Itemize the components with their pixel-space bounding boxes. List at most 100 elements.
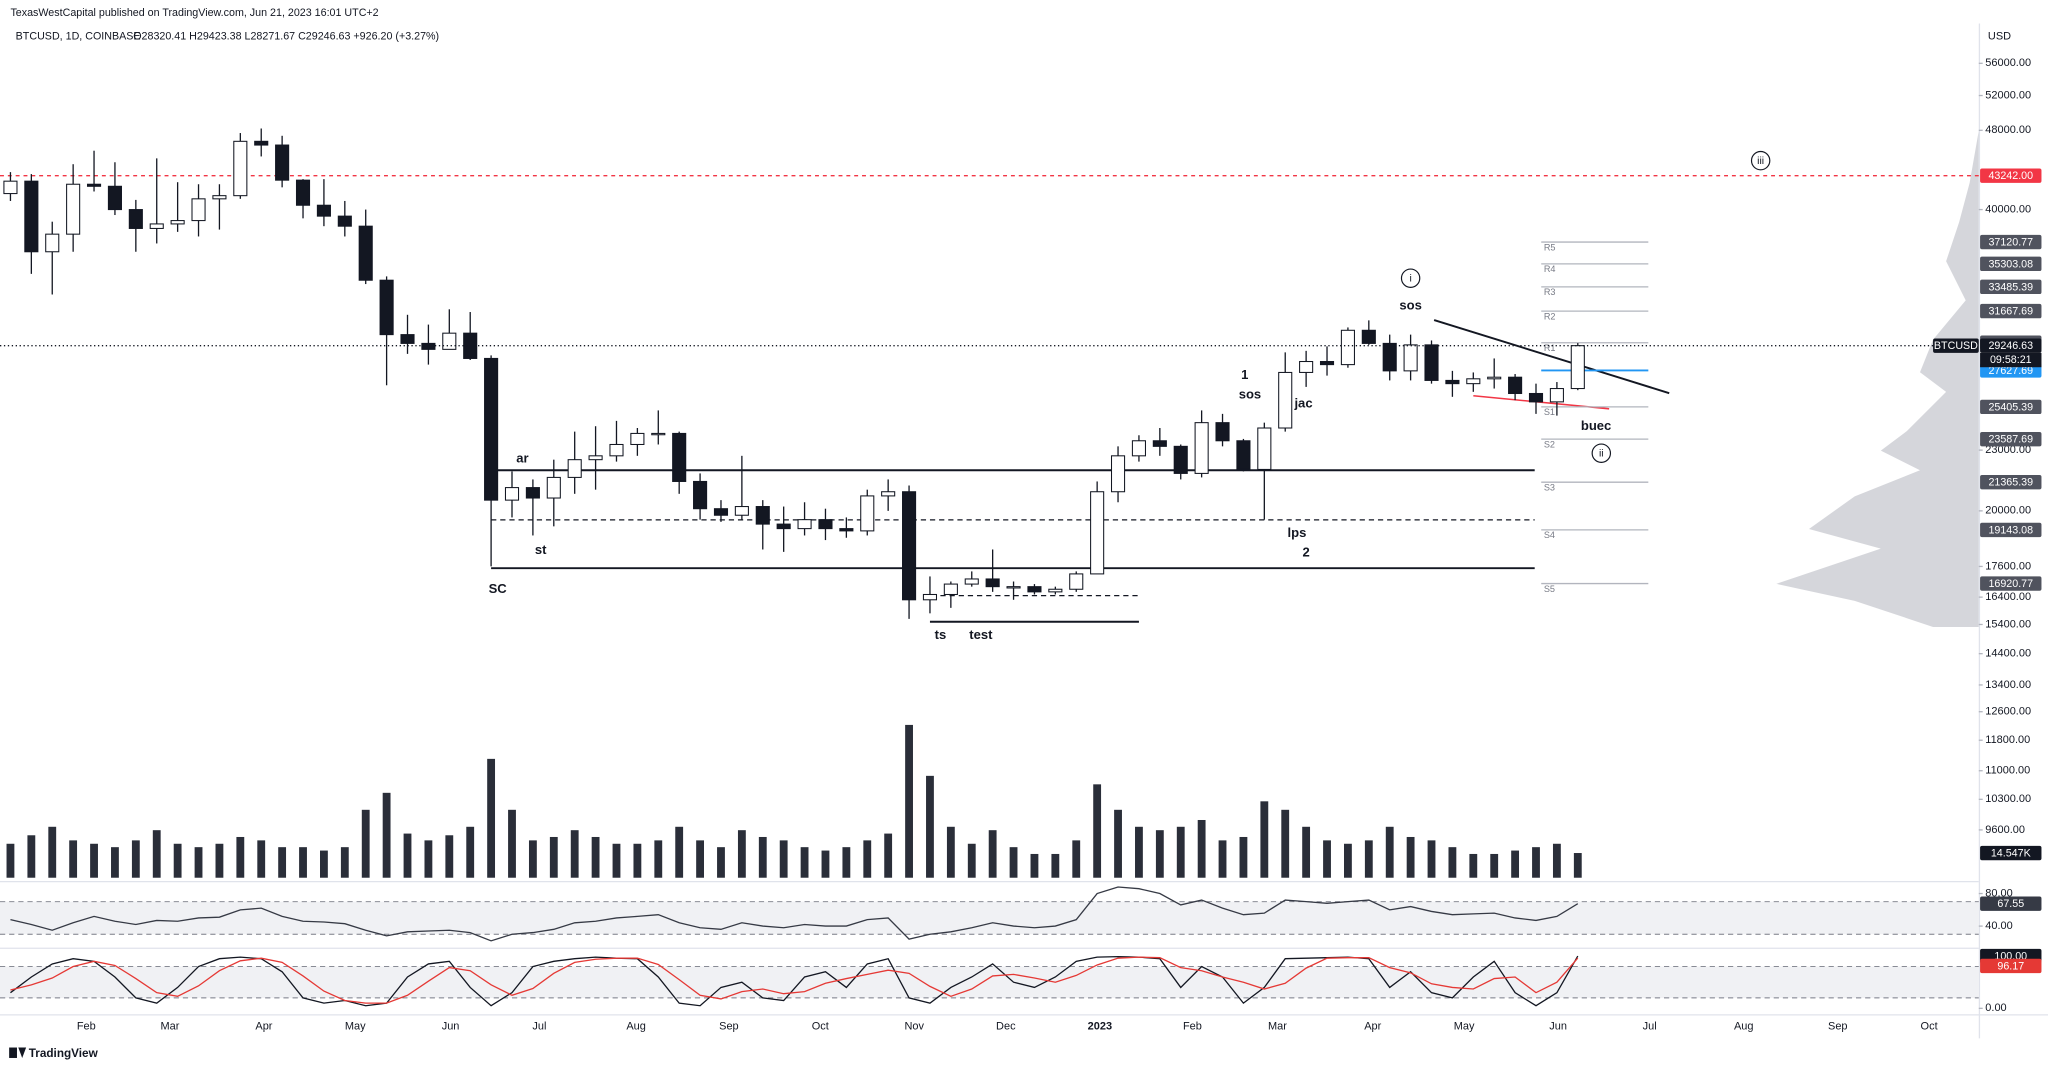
candle-body [902,491,917,601]
annotation: ts [935,627,947,642]
candle-body [1340,329,1355,366]
symbol-line: BTCUSD, 1D, COINBASE [16,30,141,42]
volume-bar [675,826,684,878]
x-tick-label: Oct [1921,1021,1938,1033]
candle-body [1090,491,1105,575]
volume-last: 14.547K [1991,848,2032,860]
volume-bar [1302,826,1311,878]
volume-bar [528,840,537,878]
volume-bar [905,724,913,878]
candle-body [337,215,352,227]
pivot-value: 33485.39 [1988,281,2033,293]
volume-bar [654,840,663,878]
annotation: sos [1399,298,1421,313]
x-tick-label: Mar [160,1021,179,1033]
volume-bar [884,833,893,878]
volume-bar [299,847,307,878]
x-tick-label: Feb [1183,1021,1202,1033]
candle-body [1466,378,1481,385]
annotation: i [1409,274,1411,285]
volume-bar [173,843,182,878]
last-price: 29246.63 [1988,340,2033,352]
candle-body [358,225,373,281]
candle-body [128,209,143,229]
volume-bar [717,847,725,878]
volume-bar [6,843,15,878]
volume-bar [403,833,412,878]
candle-body [1027,586,1042,593]
candle-body [1299,360,1314,373]
x-tick-label: Jun [1549,1021,1567,1033]
volume-bar [466,826,475,878]
volume-bar [487,758,496,878]
candle-body [839,528,854,532]
candle-body [191,198,206,222]
volume-bar [1552,843,1561,878]
candle-body [275,144,290,181]
volume-bar [1281,809,1290,878]
candle-body [1194,422,1209,474]
x-tick-label: Aug [1734,1021,1754,1033]
pivot-value: 37120.77 [1988,237,2033,249]
annotation: ii [1599,449,1604,460]
volume-bar [424,840,433,878]
indicator-last: 96.17 [1997,960,2024,972]
candle-body [1257,427,1272,470]
candle-body [3,180,18,195]
volume-bar [445,835,454,878]
candle-body [693,480,708,510]
candle-body [588,455,603,461]
volume-bar [800,847,809,878]
x-tick-label: Nov [905,1021,925,1033]
band-fill [0,966,1979,998]
candle-body [1361,329,1376,344]
pivot-value: 25405.39 [1988,401,2033,413]
volume-bar [1051,853,1060,878]
candle-body [567,459,582,478]
x-tick-label: Sep [1828,1021,1848,1033]
candle-body [316,204,331,217]
x-tick-label: Jul [532,1021,546,1033]
volume-bar [278,847,287,878]
volume-bar [215,843,224,878]
annotation: ar [516,451,528,466]
volume-bar [1344,843,1352,878]
x-tick-label: Apr [255,1021,272,1033]
candle-body [484,357,499,501]
level-label-box [1980,168,2042,183]
volume-bar [758,836,767,878]
candle-body [1319,360,1335,366]
volume-bar [779,840,788,878]
candle-body [672,432,687,482]
candle-body [170,220,185,225]
x-tick-label: Oct [812,1021,829,1033]
candle-body [818,519,833,530]
volume-bar [1427,840,1436,878]
volume-bar [1469,853,1478,878]
ohlc-line: O28320.41 H29423.38 L28271.67 C29246.63 … [133,30,439,42]
y-tick-label: 56000.00 [1985,57,2031,69]
candle-body [922,593,938,601]
last-price-box [1980,338,2042,353]
candle-body [45,233,60,253]
pivot-value-box [1980,399,2042,415]
y-tick-label: 11800.00 [1985,734,2030,746]
volume-bar [90,843,98,878]
y-tick-label: 11000.00 [1985,765,2030,777]
band-fill [0,901,1979,935]
annotation: 1 [1241,367,1248,382]
candle-body [609,443,624,457]
volume-bar [194,847,203,878]
candle-body [1508,376,1523,395]
candle-body [985,578,1000,588]
candle-body [651,432,666,436]
pivot-label: S5 [1544,584,1555,594]
candle-body [1131,440,1146,457]
volume-bar [821,850,830,878]
candle-body [525,487,540,499]
volume-bar [737,830,746,878]
candle-body [233,140,248,197]
candle-body [1403,344,1418,372]
pivot-value: 19143.08 [1988,524,2033,536]
y-tick-label: 0.00 [1985,1002,2006,1014]
